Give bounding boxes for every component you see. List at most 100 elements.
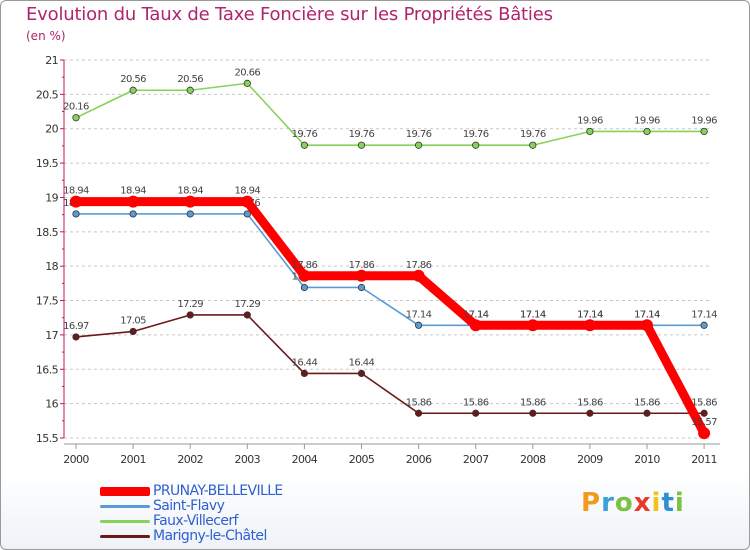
logo-letter: o bbox=[614, 488, 634, 518]
data-point bbox=[70, 195, 82, 208]
chart-title: Evolution du Taux de Taxe Foncière sur l… bbox=[26, 4, 553, 25]
legend-swatch-faux-villecerf bbox=[100, 520, 150, 523]
legend: PRUNAY-BELLEVILLE Saint-Flavy Faux-Ville… bbox=[100, 484, 283, 544]
y-tick-label: 20.5 bbox=[36, 88, 59, 101]
data-label: 19.96 bbox=[634, 115, 660, 126]
data-label: 17.14 bbox=[406, 309, 432, 320]
data-point bbox=[72, 333, 80, 341]
data-label: 17.14 bbox=[520, 309, 546, 320]
y-tick-label: 17.5 bbox=[36, 295, 59, 308]
data-point bbox=[184, 195, 197, 208]
data-label: 17.14 bbox=[463, 309, 489, 320]
data-label: 15.86 bbox=[463, 397, 489, 408]
data-point bbox=[298, 269, 311, 282]
data-label: 19.76 bbox=[463, 129, 489, 140]
data-label: 19.96 bbox=[691, 115, 717, 126]
data-point bbox=[72, 114, 80, 122]
data-label: 19.76 bbox=[520, 129, 546, 140]
data-point bbox=[300, 283, 308, 292]
data-point bbox=[243, 210, 251, 218]
y-tick-label: 19.5 bbox=[36, 157, 59, 170]
data-label: 17.14 bbox=[520, 309, 546, 320]
legend-label: Faux-Villecerf bbox=[153, 513, 238, 529]
data-label: 15.86 bbox=[634, 397, 660, 408]
x-tick-label: 2010 bbox=[634, 453, 660, 466]
data-label: 19.76 bbox=[349, 129, 375, 140]
data-label: 19.76 bbox=[292, 129, 318, 140]
x-tick-label: 2007 bbox=[463, 453, 489, 466]
y-tick-label: 16 bbox=[45, 398, 58, 411]
data-point bbox=[414, 409, 423, 417]
y-tick-label: 16.5 bbox=[36, 363, 59, 376]
data-point bbox=[241, 195, 254, 208]
legend-label: Marigny-le-Châtel bbox=[153, 528, 267, 544]
series-line bbox=[75, 82, 705, 147]
data-label: 17.14 bbox=[634, 309, 660, 320]
data-point bbox=[583, 319, 596, 332]
logo-letter: i bbox=[651, 488, 662, 518]
x-tick-label: 2005 bbox=[349, 453, 375, 466]
x-tick-label: 2000 bbox=[63, 453, 89, 466]
data-point bbox=[243, 79, 251, 87]
data-point bbox=[469, 319, 482, 332]
data-point bbox=[700, 321, 708, 329]
data-label: 18.94 bbox=[234, 186, 260, 197]
data-label: 17.86 bbox=[406, 260, 432, 271]
data-point bbox=[412, 269, 425, 282]
logo-letter: i bbox=[674, 488, 685, 518]
data-label: 17.29 bbox=[177, 299, 203, 310]
series-line bbox=[75, 314, 705, 415]
data-label: 15.86 bbox=[406, 397, 432, 408]
data-point bbox=[129, 210, 137, 218]
data-point bbox=[300, 369, 308, 377]
x-tick-label: 2002 bbox=[177, 453, 203, 466]
data-point bbox=[355, 269, 368, 282]
data-label: 17.29 bbox=[234, 299, 260, 310]
data-label: 16.44 bbox=[349, 357, 375, 368]
y-tick-label: 15.5 bbox=[36, 432, 59, 445]
data-point bbox=[357, 283, 366, 292]
x-tick-label: 2008 bbox=[520, 453, 546, 466]
y-tick-label: 21 bbox=[45, 54, 58, 67]
data-label: 19.76 bbox=[406, 129, 432, 140]
data-point bbox=[586, 127, 594, 136]
data-point bbox=[698, 427, 711, 440]
x-tick-label: 2011 bbox=[691, 453, 717, 466]
series-line bbox=[75, 213, 705, 327]
logo-letter: x bbox=[633, 488, 652, 518]
legend-swatch-marigny bbox=[100, 535, 150, 538]
y-tick-label: 18.5 bbox=[36, 226, 59, 239]
logo-letter: P bbox=[581, 488, 602, 518]
data-point bbox=[472, 141, 480, 149]
y-tick-label: 19 bbox=[45, 191, 58, 204]
legend-item-saint-flavy: Saint-Flavy bbox=[100, 499, 283, 514]
data-label: 16.97 bbox=[63, 321, 89, 332]
legend-swatch-saint-flavy bbox=[100, 505, 150, 508]
data-point bbox=[129, 86, 137, 94]
x-tick-label: 2001 bbox=[120, 453, 146, 466]
data-label: 20.56 bbox=[177, 74, 203, 85]
data-point bbox=[526, 319, 539, 332]
data-point bbox=[186, 210, 194, 218]
data-label: 15.86 bbox=[520, 397, 546, 408]
data-label: 17.14 bbox=[691, 309, 717, 320]
data-point bbox=[127, 195, 140, 208]
data-label: 17.14 bbox=[634, 309, 660, 320]
data-label: 17.14 bbox=[577, 309, 603, 320]
data-point bbox=[643, 127, 651, 136]
data-point bbox=[586, 409, 594, 417]
data-point bbox=[643, 409, 651, 417]
logo-letter: t bbox=[661, 488, 675, 518]
x-tick-label: 2003 bbox=[234, 453, 260, 466]
data-point bbox=[300, 141, 308, 149]
data-point bbox=[186, 311, 194, 319]
y-tick-label: 18 bbox=[45, 260, 58, 273]
data-label: 15.86 bbox=[691, 397, 717, 408]
data-point bbox=[700, 127, 708, 136]
legend-item-faux-villecerf: Faux-Villecerf bbox=[100, 514, 283, 529]
data-point bbox=[529, 409, 537, 417]
data-point bbox=[243, 311, 251, 319]
legend-item-marigny: Marigny-le-Châtel bbox=[100, 529, 283, 544]
y-tick-label: 17 bbox=[45, 329, 58, 342]
